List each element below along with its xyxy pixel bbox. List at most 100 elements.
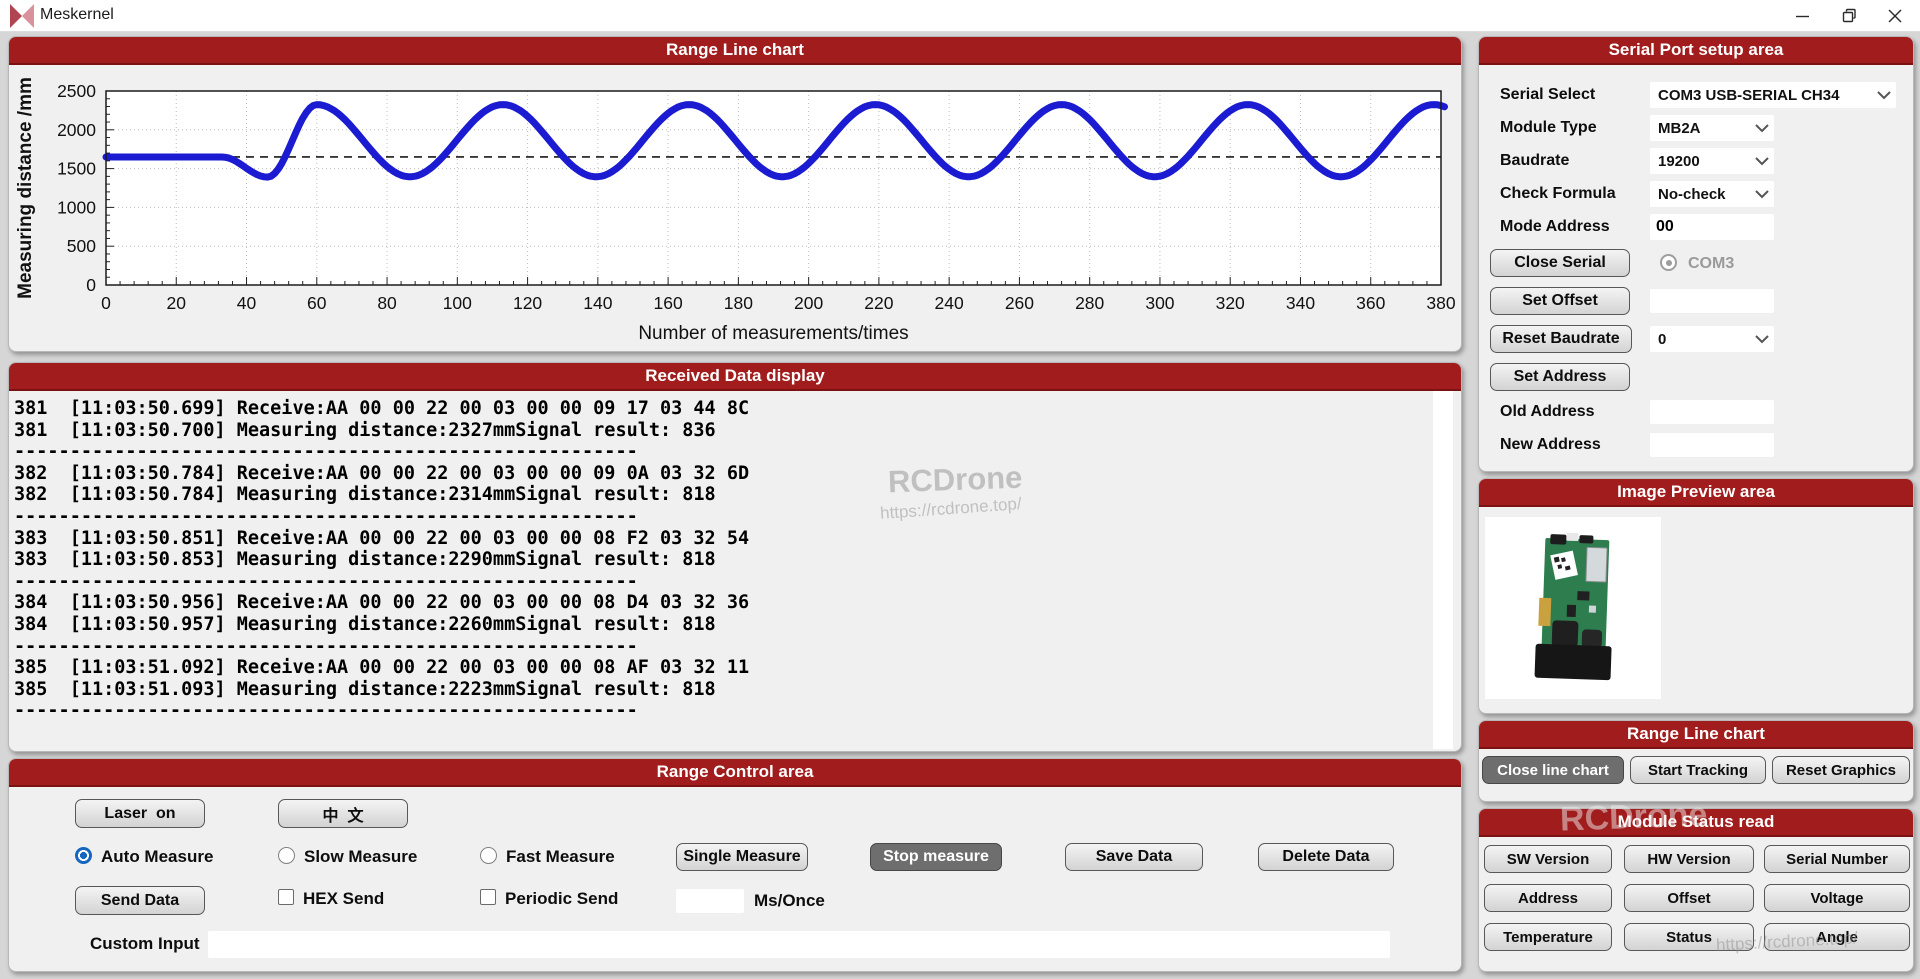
- svg-text:Measuring distance /mm: Measuring distance /mm: [15, 77, 36, 299]
- panel-title: Received Data display: [9, 363, 1461, 391]
- old-address-input[interactable]: [1650, 400, 1774, 424]
- custom-input-field[interactable]: [208, 931, 1390, 958]
- svg-text:1500: 1500: [57, 159, 96, 179]
- reset-baudrate-button[interactable]: Reset Baudrate: [1490, 325, 1632, 353]
- periodic-send-checkbox[interactable]: [480, 889, 496, 905]
- status-button[interactable]: Status: [1624, 923, 1754, 951]
- restore-button[interactable]: [1826, 0, 1872, 31]
- panel-title: Module Status read: [1479, 809, 1913, 837]
- com3-radio[interactable]: [1660, 254, 1677, 271]
- ms-once-input[interactable]: [676, 889, 744, 913]
- stop-measure-button[interactable]: Stop measure: [870, 843, 1002, 871]
- module-type-dropdown[interactable]: MB2A: [1650, 115, 1774, 141]
- laser-on-button[interactable]: Laser on: [75, 799, 205, 828]
- app-logo-icon: [10, 4, 34, 28]
- log-line: 385 [11:03:51.092] Receive:AA 00 00 22 0…: [14, 657, 750, 679]
- window-title: Meskernel: [40, 6, 114, 23]
- close-icon: [1888, 9, 1902, 22]
- range-line-chart-canvas: 0 20 40 60 80 100 120 140 160 180 200 220 240 260 280 3…: [15, 77, 1456, 344]
- serial-select-label: Serial Select: [1500, 86, 1596, 103]
- fast-measure-label: Fast Measure: [506, 847, 615, 866]
- auto-measure-label: Auto Measure: [101, 847, 214, 866]
- voltage-button[interactable]: Voltage: [1764, 884, 1910, 912]
- set-address-button[interactable]: Set Address: [1490, 363, 1630, 391]
- sw-version-button[interactable]: SW Version: [1484, 845, 1612, 873]
- reset-baudrate-dropdown[interactable]: 0: [1650, 326, 1774, 352]
- svg-text:160: 160: [654, 293, 683, 313]
- minimize-icon: [1796, 15, 1809, 17]
- svg-text:0: 0: [86, 275, 96, 295]
- baudrate-value: 19200: [1658, 152, 1700, 170]
- log-line: ----------------------------------------…: [14, 505, 638, 527]
- hex-send-checkbox[interactable]: [278, 889, 294, 905]
- log-line: 385 [11:03:51.093] Measuring distance:22…: [14, 678, 716, 700]
- log-line: 384 [11:03:50.957] Measuring distance:22…: [14, 613, 716, 635]
- log-line: ----------------------------------------…: [14, 441, 638, 463]
- reset-graphics-button[interactable]: Reset Graphics: [1772, 756, 1910, 784]
- set-offset-button[interactable]: Set Offset: [1490, 287, 1630, 315]
- svg-text:360: 360: [1356, 293, 1385, 313]
- baudrate-dropdown[interactable]: 19200: [1650, 148, 1774, 174]
- new-address-label: New Address: [1500, 436, 1601, 453]
- temperature-button[interactable]: Temperature: [1484, 923, 1612, 951]
- hw-version-button[interactable]: HW Version: [1624, 845, 1754, 873]
- ms-once-label: Ms/Once: [754, 891, 825, 910]
- start-tracking-button[interactable]: Start Tracking: [1630, 756, 1766, 784]
- address-button[interactable]: Address: [1484, 884, 1612, 912]
- save-data-button[interactable]: Save Data: [1065, 843, 1203, 871]
- image-preview-frame: [1485, 517, 1661, 699]
- auto-measure-radio[interactable]: [75, 847, 92, 864]
- chevron-down-icon: [1755, 124, 1769, 133]
- angle-button[interactable]: Angle: [1764, 923, 1910, 951]
- offset-button[interactable]: Offset: [1624, 884, 1754, 912]
- chevron-down-icon: [1755, 157, 1769, 166]
- language-toggle-button[interactable]: 中 文: [278, 799, 408, 828]
- received-scrollbar[interactable]: [1433, 391, 1453, 749]
- log-line: ----------------------------------------…: [14, 635, 638, 657]
- single-measure-button[interactable]: Single Measure: [676, 843, 808, 871]
- check-formula-value: No-check: [1658, 185, 1726, 203]
- serial-select-value: COM3 USB-SERIAL CH34: [1658, 86, 1840, 104]
- log-line: 382 [11:03:50.784] Measuring distance:23…: [14, 484, 716, 506]
- svg-text:500: 500: [67, 236, 96, 256]
- log-line: 381 [11:03:50.699] Receive:AA 00 00 22 0…: [14, 398, 750, 419]
- svg-text:380: 380: [1426, 293, 1455, 313]
- svg-text:200: 200: [794, 293, 823, 313]
- svg-text:60: 60: [307, 293, 327, 313]
- com3-radio-label: COM3: [1688, 255, 1735, 272]
- chevron-down-icon: [1755, 335, 1769, 344]
- delete-data-button[interactable]: Delete Data: [1258, 843, 1394, 871]
- slow-measure-radio[interactable]: [278, 847, 295, 864]
- fast-measure-radio[interactable]: [480, 847, 497, 864]
- panel-title: Serial Port setup area: [1479, 37, 1913, 65]
- svg-text:280: 280: [1075, 293, 1104, 313]
- old-address-label: Old Address: [1500, 403, 1595, 420]
- svg-text:120: 120: [513, 293, 542, 313]
- new-address-input[interactable]: [1650, 433, 1774, 457]
- hex-send-label: HEX Send: [303, 889, 385, 908]
- offset-input[interactable]: [1650, 289, 1774, 313]
- svg-text:240: 240: [935, 293, 964, 313]
- serial-number-button[interactable]: Serial Number: [1764, 845, 1910, 873]
- svg-text:100: 100: [443, 293, 472, 313]
- mode-address-input[interactable]: [1650, 214, 1774, 240]
- close-serial-button[interactable]: Close Serial: [1490, 249, 1630, 277]
- serial-select-dropdown[interactable]: COM3 USB-SERIAL CH34: [1650, 82, 1896, 108]
- svg-text:220: 220: [864, 293, 893, 313]
- minimize-button[interactable]: [1780, 0, 1826, 31]
- svg-text:140: 140: [583, 293, 612, 313]
- baudrate-label: Baudrate: [1500, 152, 1570, 169]
- serial-port-setup-panel: Serial Port setup area: [1478, 36, 1914, 472]
- svg-text:340: 340: [1286, 293, 1315, 313]
- svg-text:2500: 2500: [57, 81, 96, 101]
- panel-title: Range Line chart: [1479, 721, 1913, 749]
- svg-text:320: 320: [1216, 293, 1245, 313]
- svg-text:1000: 1000: [57, 197, 96, 217]
- check-formula-dropdown[interactable]: No-check: [1650, 181, 1774, 207]
- close-line-chart-button[interactable]: Close line chart: [1482, 756, 1624, 784]
- svg-text:Number of measurements/times: Number of measurements/times: [638, 323, 908, 344]
- restore-icon: [1842, 8, 1856, 23]
- svg-text:40: 40: [237, 293, 257, 313]
- send-data-button[interactable]: Send Data: [75, 886, 205, 915]
- close-button[interactable]: [1872, 0, 1918, 31]
